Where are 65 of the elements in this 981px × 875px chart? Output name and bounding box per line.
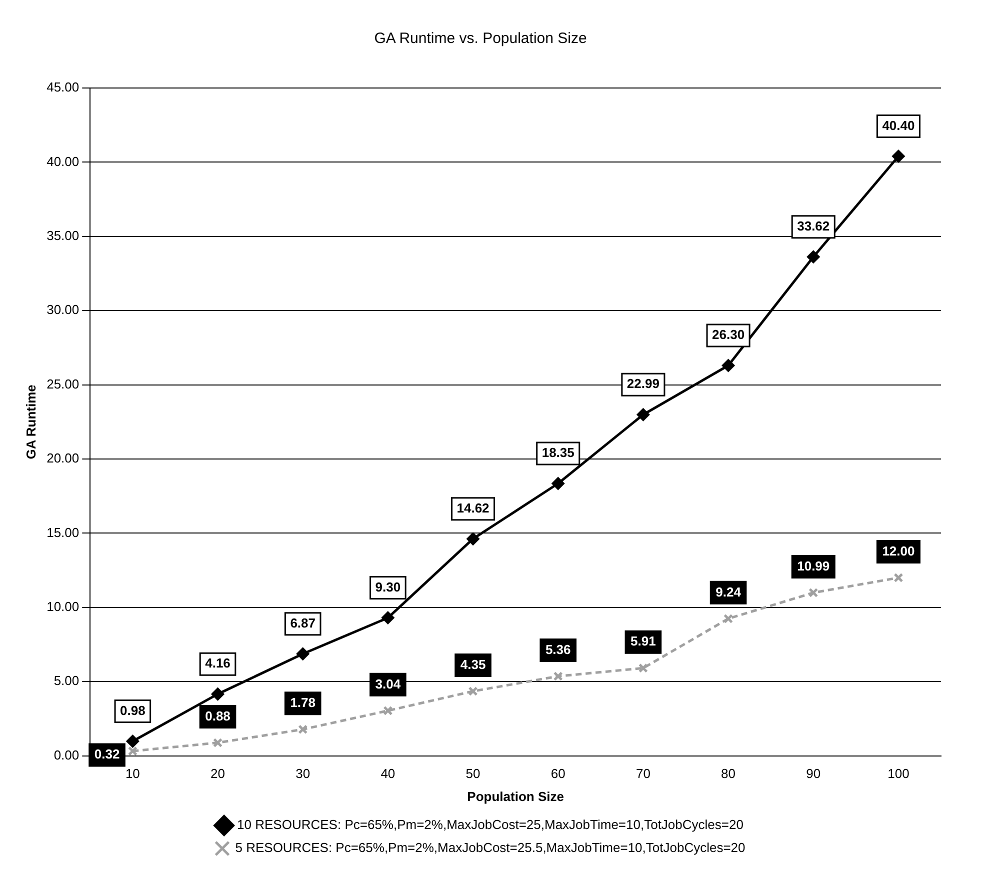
y-tick-label: 0.00 <box>54 747 80 762</box>
data-label: 4.35 <box>460 656 486 672</box>
point <box>382 612 394 624</box>
point <box>722 359 735 372</box>
x-tick-label: 100 <box>888 766 910 782</box>
point <box>553 671 563 682</box>
data-label: 4.16 <box>205 656 230 671</box>
point <box>636 408 650 421</box>
legend-label: 5 RESOURCES: Pc=65%,Pm=2%,MaxJobCost=25.5,MaxJobTime=10,TotJobCycles=20 <box>235 840 746 856</box>
point <box>126 735 139 748</box>
data-label: 10.99 <box>797 558 830 574</box>
data-label: 12.00 <box>882 543 915 558</box>
y-tick-label: 20.00 <box>46 450 80 466</box>
point <box>552 477 564 490</box>
x-tick-label: 80 <box>721 766 736 782</box>
y-tick-label: 15.00 <box>46 524 80 540</box>
y-tick-label: 10.00 <box>46 598 80 614</box>
y-tick-label: 30.00 <box>46 302 80 318</box>
point <box>212 738 223 748</box>
x-tick-label: 10 <box>125 766 140 782</box>
y-axis-title: GA Runtime <box>23 384 38 460</box>
point <box>466 532 480 546</box>
x-tick-label: 70 <box>636 766 650 782</box>
x-tick-label: 60 <box>550 766 566 782</box>
x-tick-label: 30 <box>296 766 310 782</box>
data-label: 3.04 <box>375 676 402 692</box>
data-label: 14.62 <box>456 500 490 516</box>
data-label: 6.87 <box>290 615 316 630</box>
point <box>724 614 734 624</box>
data-label: 9.30 <box>375 579 401 594</box>
data-label: 1.78 <box>290 694 316 710</box>
data-label: 9.24 <box>716 584 742 600</box>
y-tick-label: 5.00 <box>54 673 80 688</box>
chart-title: GA Runtime vs. Population Size <box>374 30 587 48</box>
legend-label: 10 RESOURCES: Pc=65%,Pm=2%,MaxJobCost=25,MaxJobTime=10,TotJobCycles=20 <box>237 817 744 832</box>
y-tick-label: 40.00 <box>46 154 80 169</box>
point <box>638 663 648 673</box>
data-label: 40.40 <box>882 118 915 133</box>
point <box>383 706 393 716</box>
y-tick-label: 25.00 <box>46 376 80 392</box>
data-label: 33.62 <box>797 218 830 234</box>
point <box>298 724 308 734</box>
data-label: 22.99 <box>626 376 660 392</box>
point <box>808 588 818 598</box>
x-tick-label: 90 <box>806 766 821 782</box>
data-label: 0.88 <box>205 708 230 724</box>
y-tick-label: 45.00 <box>46 80 80 95</box>
data-label: 0.32 <box>94 746 120 762</box>
point <box>296 648 310 660</box>
x-tick-label: 50 <box>466 766 480 782</box>
point <box>128 746 138 756</box>
point <box>892 150 905 163</box>
point <box>212 688 224 700</box>
data-label: 5.36 <box>545 642 571 657</box>
point <box>468 686 478 696</box>
x-tick-label: 20 <box>210 766 225 782</box>
y-tick-label: 35.00 <box>46 228 80 243</box>
x-axis-title: Population Size <box>467 788 564 804</box>
point <box>807 250 820 264</box>
data-label: 0.98 <box>120 702 146 718</box>
data-label: 26.30 <box>712 327 745 342</box>
x-tick-label: 40 <box>380 766 396 782</box>
data-label: 5.91 <box>630 634 656 649</box>
data-label: 18.35 <box>542 445 574 460</box>
point <box>894 572 904 583</box>
